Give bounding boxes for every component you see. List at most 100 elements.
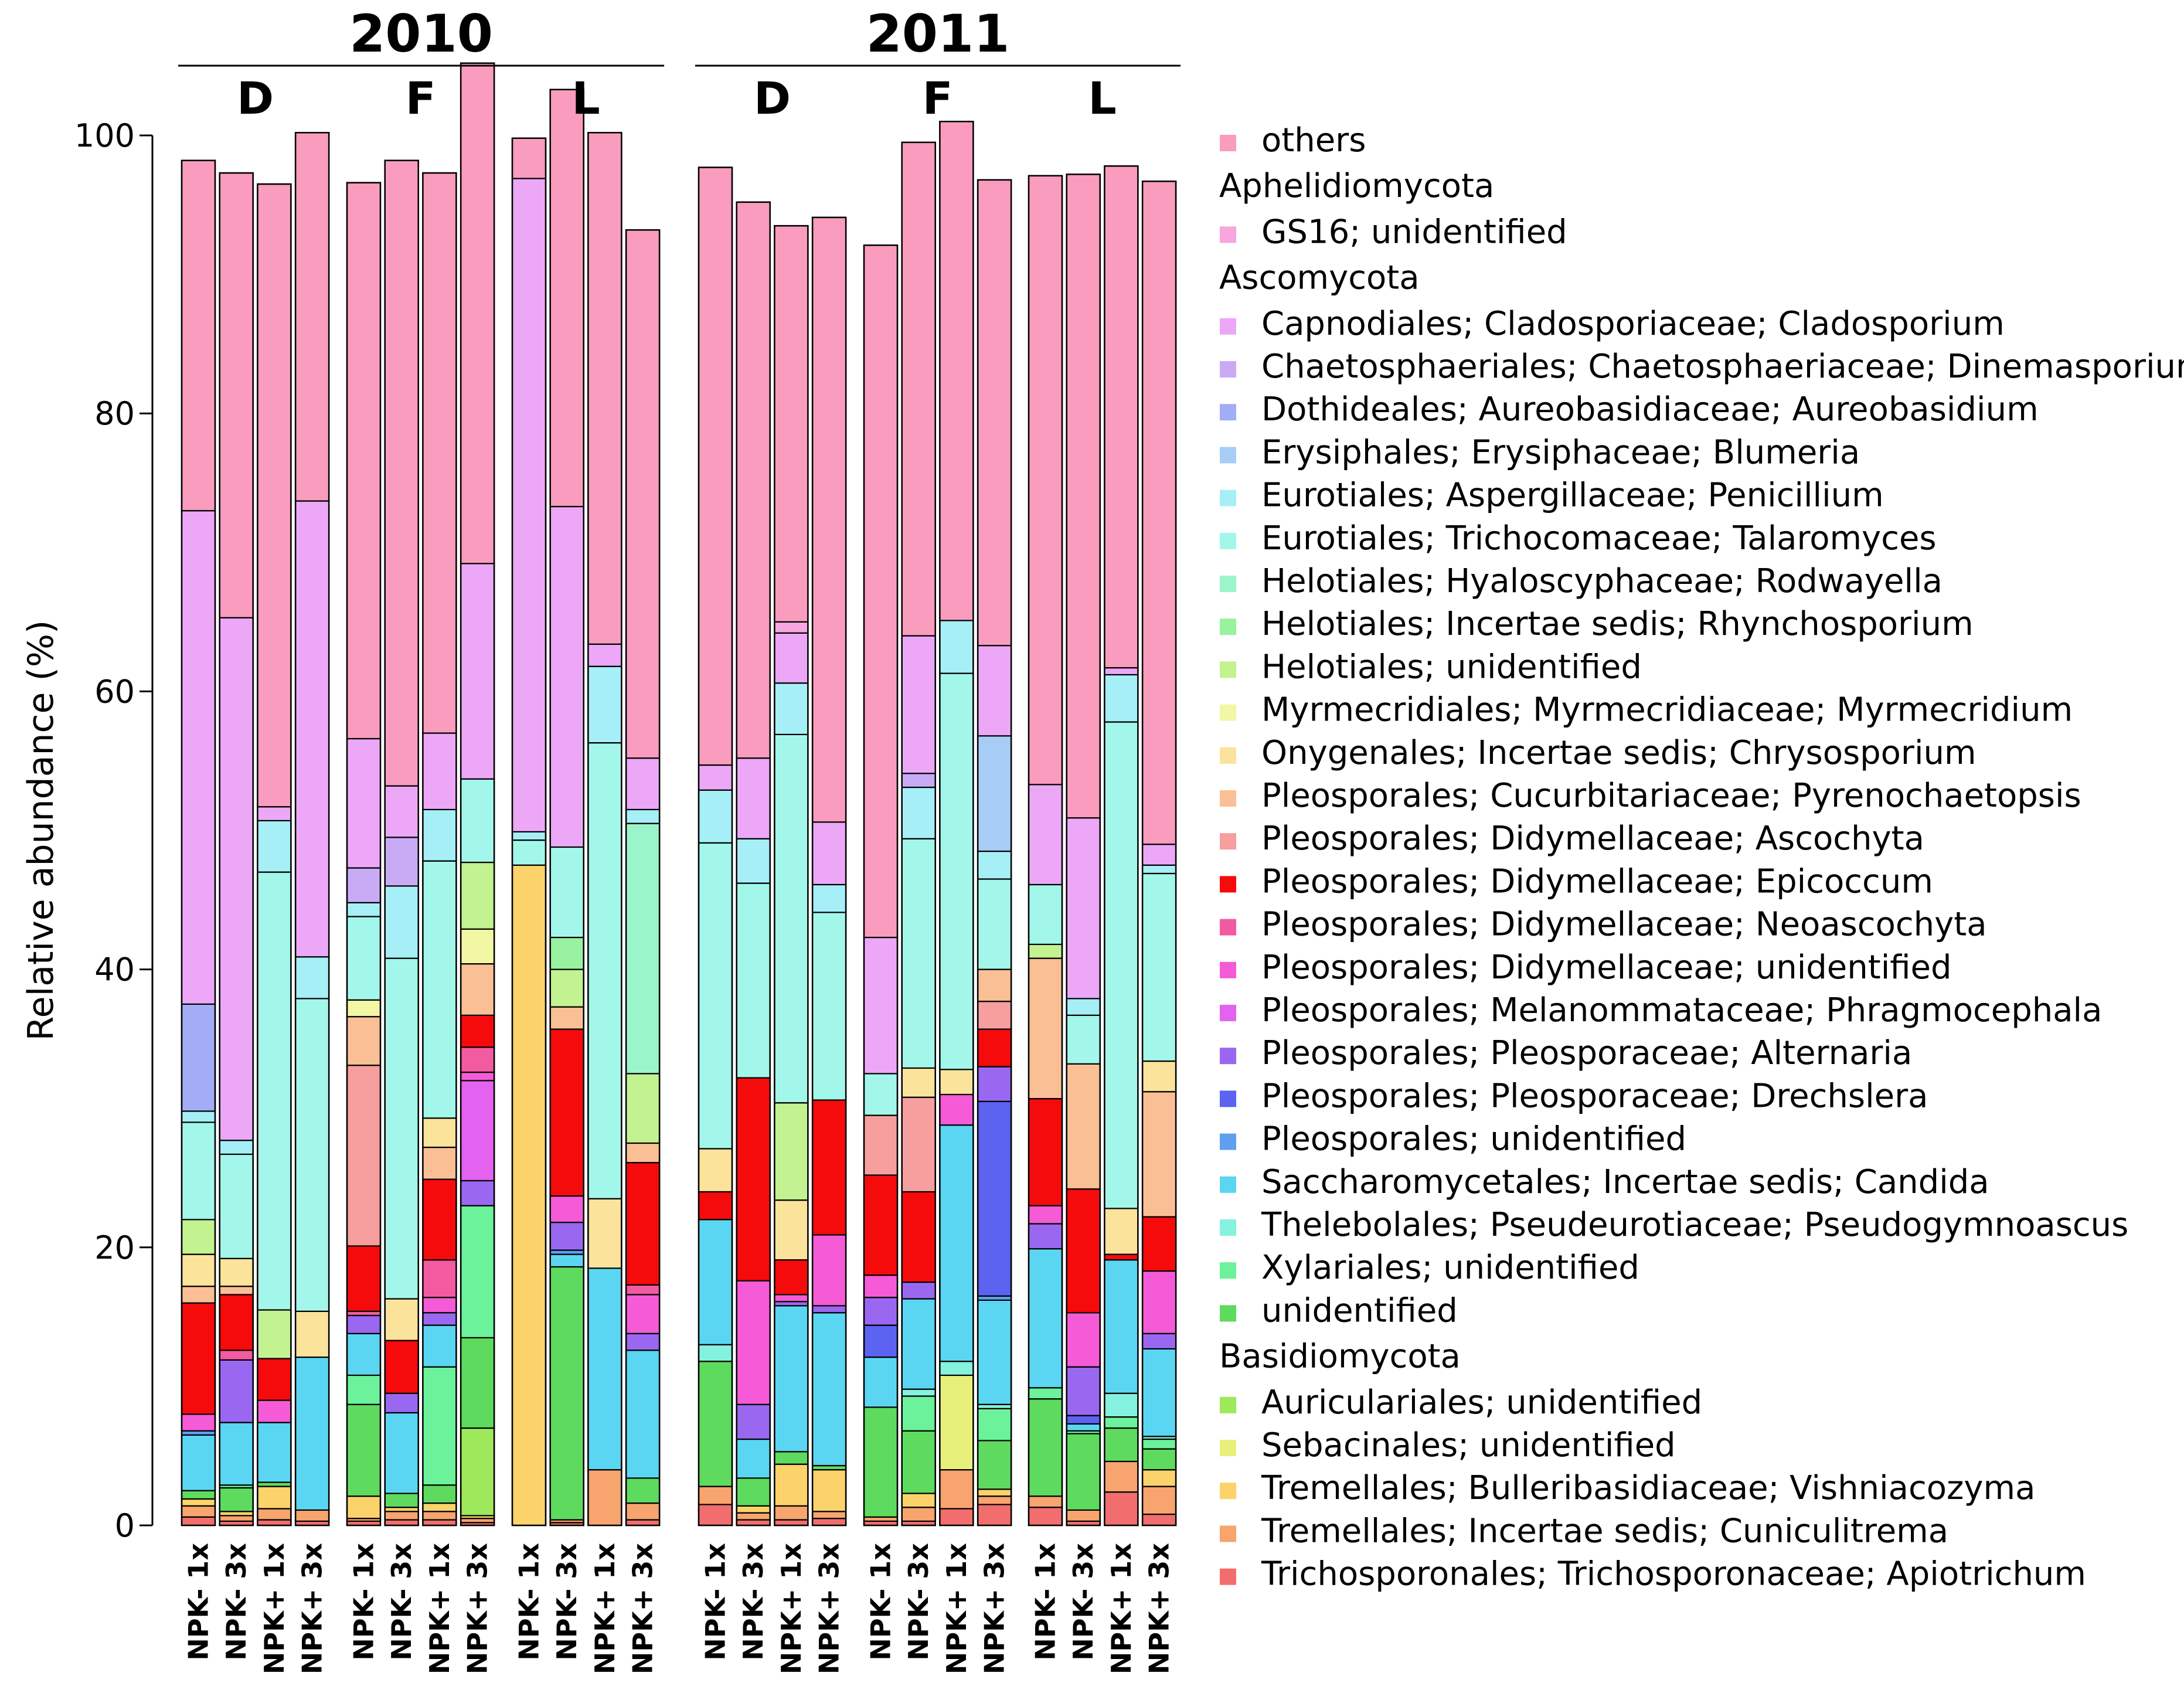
site-label: D (754, 72, 791, 124)
bar-segment-xyl_un (1104, 1416, 1139, 1429)
bar-segment-clado (295, 500, 330, 958)
legend-swatch-rhyncho (1220, 618, 1236, 635)
bar-outline (294, 132, 330, 1527)
bar-segment-altern (1066, 1366, 1101, 1416)
bar-segment-talaro (587, 742, 622, 1199)
bar-segment-dinema (346, 867, 382, 903)
bar-segment-apiot (1141, 1513, 1177, 1527)
bar-segment-blum (977, 735, 1012, 852)
bar-segment-clado (863, 936, 899, 1075)
sample-label: NPK+ 3x (462, 1543, 494, 1674)
bar-segment-others (422, 172, 457, 734)
bar-segment-altern (219, 1359, 254, 1423)
bar-segment-others (736, 201, 771, 759)
bar-segment-talaro (939, 672, 974, 1070)
bar-segment-helo_un (181, 1219, 216, 1255)
bar-segment-peni (1104, 674, 1139, 723)
bar-segment-xyl_un (346, 1374, 382, 1405)
bar-segment-others (257, 183, 292, 808)
bar-segment-asco_un (1104, 1427, 1139, 1463)
bar-segment-epic (1028, 1098, 1063, 1206)
legend-label-apiot: Trichosporonales; Trichosporonaceae; Api… (1261, 1555, 2086, 1593)
bar-segment-vishn (811, 1469, 847, 1512)
sample-label: NPK- 1x (865, 1543, 897, 1661)
bar-segment-xyl_un (422, 1366, 457, 1486)
legend-swatch-phragmo (1220, 1005, 1236, 1021)
legend-swatch-auric (1220, 1396, 1236, 1413)
bar-segment-clado (346, 737, 382, 869)
bar-segment-asco_un (1028, 1398, 1063, 1497)
legend-group-title: Basidiomycota (1219, 1338, 1461, 1376)
bar-segment-apiot (422, 1519, 457, 1527)
bar-segment-clado (587, 643, 622, 667)
bar-segment-peni (1066, 998, 1101, 1016)
bar-segment-didy_un (939, 1093, 974, 1126)
bar-segment-didy_un (549, 1195, 584, 1223)
bar-segment-altern (863, 1297, 899, 1326)
legend-swatch-apiot (1220, 1568, 1236, 1585)
legend-label-pleo_un: Pleosporales; unidentified (1261, 1120, 1686, 1158)
bar-segment-xyl_un (1141, 1438, 1177, 1450)
legend-label-altern: Pleosporales; Pleosporaceae; Alternaria (1261, 1034, 1912, 1072)
legend-label-epic: Pleosporales; Didymellaceae; Epicoccum (1261, 862, 1933, 900)
bar-segment-others (863, 244, 899, 939)
bar-segment-cunic (736, 1512, 771, 1521)
legend-label-dinema: Chaetosphaeriales; Chaetosphaeriaceae; D… (1261, 348, 2184, 386)
bar-segment-talaro (549, 846, 584, 939)
bar-segment-asco_un (977, 1440, 1012, 1490)
sample-label: NPK+ 1x (589, 1543, 621, 1674)
bar-segment-talaro (346, 916, 382, 1001)
bar-segment-asco_un (1066, 1433, 1101, 1511)
y-tick-label: 0 (115, 1507, 135, 1544)
legend-label-myrme: Myrmecridiales; Myrmecridiaceae; Myrmecr… (1261, 691, 2073, 729)
sample-label: NPK+ 1x (424, 1543, 455, 1674)
legend-swatch-talaro (1220, 532, 1236, 549)
bar-segment-altern (549, 1222, 584, 1251)
bar-segment-candida (977, 1299, 1012, 1405)
bar-segment-clado (181, 510, 216, 1005)
bar-segment-apiot (977, 1504, 1012, 1527)
y-tick-label: 20 (94, 1229, 135, 1266)
bar-segment-ascoch (863, 1114, 899, 1176)
bar-segment-apiot (625, 1519, 661, 1527)
bar-segment-talaro (181, 1121, 216, 1221)
legend-label-xyl_un: Xylariales; unidentified (1261, 1249, 1639, 1287)
bar-segment-asco_un (549, 1266, 584, 1521)
legend-swatch-chryso (1220, 747, 1236, 764)
bar-segment-epic (181, 1302, 216, 1415)
bar-segment-talaro (811, 912, 847, 1101)
bar-segment-epic (1066, 1188, 1101, 1314)
bar-segment-altern (1141, 1333, 1177, 1350)
bar-segment-talaro (460, 778, 495, 864)
legend-swatch-aureo (1220, 404, 1236, 421)
bar-segment-helo_un (1028, 943, 1063, 959)
bar-segment-chryso (939, 1069, 974, 1096)
bar-segment-asco_un (863, 1406, 899, 1518)
bar-segment-others (511, 137, 547, 179)
bar-segment-myrme (460, 928, 495, 965)
legend-label-asco_un: unidentified (1261, 1291, 1458, 1330)
sample-label: NPK+ 3x (627, 1543, 659, 1674)
bar-segment-peni (511, 831, 547, 841)
bar-segment-others (460, 62, 495, 565)
bar-segment-others (219, 172, 254, 618)
bar-segment-others (901, 141, 936, 637)
bar-segment-rodw (625, 822, 661, 1075)
bar-segment-cunic (1104, 1460, 1139, 1493)
bar-segment-talaro (977, 878, 1012, 970)
sample-label: NPK- 3x (220, 1543, 252, 1661)
bar-outline (511, 137, 547, 1527)
bar-segment-others (774, 225, 809, 623)
bar-segment-peni (736, 838, 771, 884)
bar-segment-chryso (1104, 1208, 1139, 1255)
bar-segment-epic (625, 1162, 661, 1286)
bar-segment-apiot (736, 1519, 771, 1527)
bar-segment-candida (698, 1219, 733, 1345)
bar-segment-clado (460, 563, 495, 780)
sample-label: NPK- 3x (903, 1543, 934, 1661)
bar-segment-epic (1104, 1253, 1139, 1261)
bar-segment-chryso (774, 1199, 809, 1261)
bar-segment-peni (181, 1110, 216, 1123)
bar-segment-pyreno (219, 1286, 254, 1296)
bar-segment-talaro (295, 998, 330, 1312)
